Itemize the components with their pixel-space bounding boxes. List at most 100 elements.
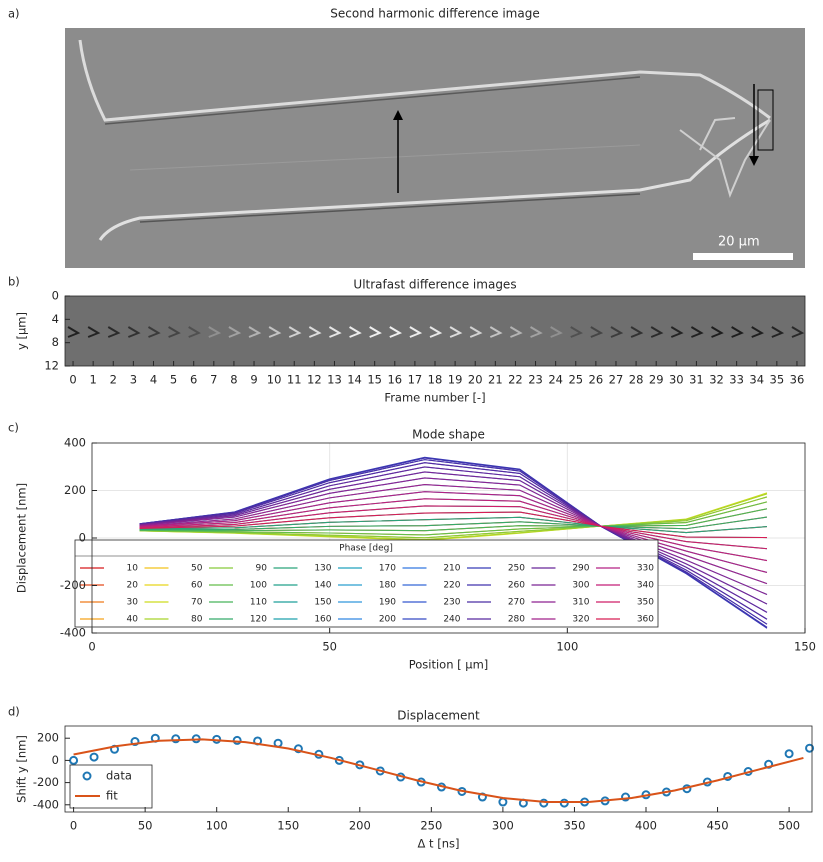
data-point [89,752,99,762]
fit-line [73,738,804,804]
mode-line [139,498,768,562]
mode-line [139,462,768,620]
data-point [130,737,140,747]
legend-label: 360 [637,615,654,625]
x-tick-label: 50 [138,819,153,833]
difference-frame [771,326,785,338]
y-tick-label: 0 [52,289,59,303]
arrowhead [393,110,403,120]
x-tick-label: 26 [589,373,604,387]
panel [65,296,805,366]
scale-bar [693,253,793,260]
legend-label: 280 [508,615,525,625]
legend-label: 240 [443,615,460,625]
x-tick-label: 35 [770,373,785,387]
legend-label: 70 [191,598,203,608]
data-point [805,743,815,753]
legend-label: 110 [250,598,267,608]
data-point [539,798,549,808]
legend-label: 190 [379,598,396,608]
data-point [498,797,508,807]
difference-frame [731,326,744,338]
y-axis-label: Displacement [nm] [15,483,29,593]
x-tick-label: 18 [428,373,443,387]
y-tick-label: 200 [64,483,86,497]
difference-frame [590,326,604,338]
y-tick-label: -200 [33,775,59,789]
difference-frame [630,326,644,338]
legend-label: 270 [508,598,525,608]
difference-frame [308,326,322,338]
mode-line [139,505,768,550]
chart-title: Ultrafast difference images [353,278,516,292]
data-point [559,798,569,808]
difference-frame [690,326,704,338]
x-tick-label: 11 [287,373,302,387]
x-tick-label: 450 [707,819,729,833]
data-point [784,749,794,759]
y-tick-label: 4 [52,312,59,326]
difference-frame [711,326,724,338]
mode-line [139,466,768,613]
legend-label: 230 [443,598,460,608]
image-background [65,28,805,268]
difference-frame [570,326,584,338]
legend-label: 140 [314,581,331,591]
mode-line [139,508,768,532]
data-point [171,734,181,744]
difference-frame [389,326,403,338]
legend-label: 220 [443,581,460,591]
legend-label: 200 [379,615,396,625]
x-tick-label: 0 [88,640,95,654]
x-tick-label: 33 [729,373,744,387]
edge [139,193,641,223]
x-tick-label: 100 [556,640,578,654]
difference-frame [228,326,242,338]
x-tick-label: 14 [347,373,362,387]
edge [104,76,641,125]
legend-label: 330 [637,564,654,574]
difference-frame [530,326,543,338]
x-tick-label: 17 [408,373,423,387]
x-tick-label: 15 [367,373,382,387]
legend-label: 170 [379,564,396,574]
difference-frame [429,326,443,338]
legend-title: Phase [deg] [339,544,393,554]
mode-line [139,471,768,605]
legend-label: 80 [191,615,203,625]
difference-frame [328,326,342,338]
difference-frame [650,326,664,338]
legend-label: 100 [250,581,267,591]
x-tick-label: 6 [190,373,197,387]
x-tick-label: 400 [635,819,657,833]
x-tick-label: 29 [649,373,664,387]
x-tick-label: 34 [749,373,764,387]
y-tick-label: -200 [60,578,86,592]
y-tick-label: 0 [52,753,59,767]
y-tick-label: 200 [37,731,59,745]
difference-frame [489,326,503,338]
difference-frame [188,326,201,338]
x-tick-label: 150 [794,640,816,654]
chart-title: Displacement [397,709,480,723]
x-tick-label: 2 [110,373,117,387]
x-axis-label: Frame number [-] [384,391,485,405]
legend-label: 290 [572,564,589,574]
legend: data fit [69,764,153,809]
x-tick-label: 36 [790,373,805,387]
axes-box [64,725,813,813]
legend-label: 160 [314,615,331,625]
legend-label: 40 [127,615,139,625]
panel [69,733,815,808]
difference-frame [248,326,262,338]
legend-label: fit [106,789,118,803]
x-tick-label: 22 [508,373,523,387]
x-tick-label: 31 [689,373,704,387]
x-tick-label: 12 [307,373,322,387]
y-tick-label: -400 [33,797,59,811]
x-tick-label: 16 [387,373,402,387]
legend-label: 210 [443,564,460,574]
data-point [293,744,303,754]
mode-line [139,511,767,539]
